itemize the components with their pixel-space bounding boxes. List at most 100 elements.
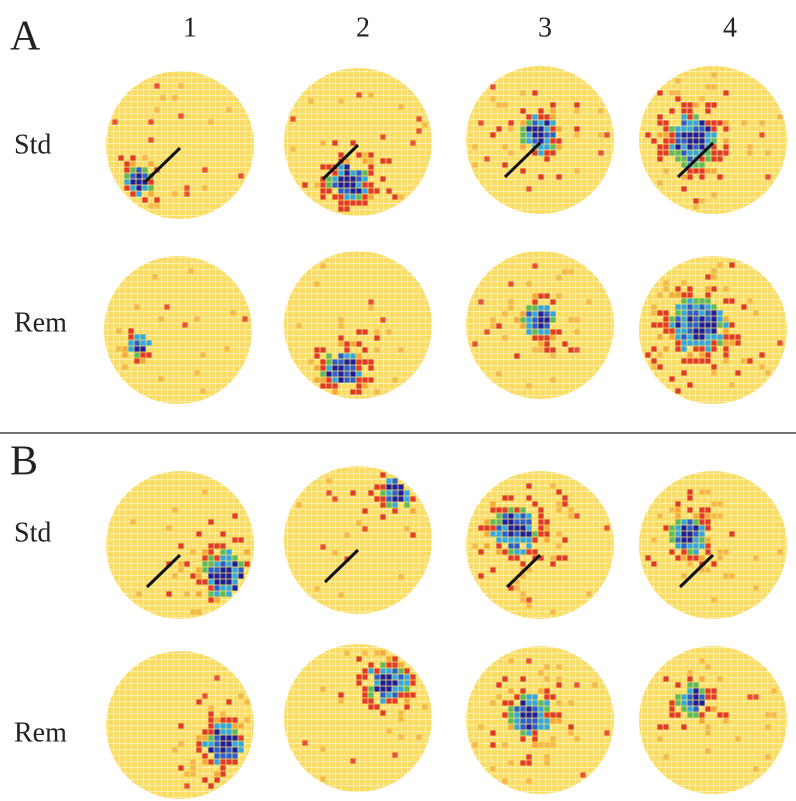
map-cell	[208, 591, 214, 597]
map-cell	[380, 692, 386, 698]
map-cell	[332, 383, 338, 389]
map-cell	[753, 555, 759, 561]
map-cell	[202, 489, 208, 495]
map-cell	[663, 144, 669, 150]
map-cell	[663, 754, 669, 760]
map-cell	[532, 718, 538, 724]
map-cell	[532, 150, 538, 156]
map-cell	[496, 513, 502, 519]
map-cell	[663, 328, 669, 334]
map-cell	[747, 150, 753, 156]
map-cell	[675, 507, 681, 513]
map-cell	[687, 706, 693, 712]
map-cell	[687, 174, 693, 180]
map-cell	[200, 388, 206, 394]
map-cell	[142, 155, 148, 161]
map-cell	[777, 549, 783, 555]
map-cell	[568, 730, 574, 736]
map-cell	[214, 573, 220, 579]
map-cell	[645, 352, 651, 358]
map-cell	[717, 513, 723, 519]
map-cell	[681, 537, 687, 543]
map-cell	[496, 102, 502, 108]
map-cell	[723, 328, 729, 334]
map-cell	[544, 293, 550, 299]
map-cell	[508, 150, 514, 156]
map-cell	[338, 341, 344, 347]
rate-map	[639, 256, 787, 404]
map-cell	[362, 158, 368, 164]
map-cell	[675, 304, 681, 310]
map-cell	[651, 537, 657, 543]
map-cell	[711, 150, 717, 156]
map-cell	[146, 340, 152, 346]
map-cell	[490, 96, 496, 102]
map-cell	[122, 352, 128, 358]
map-cell	[226, 561, 232, 567]
map-cell	[669, 322, 675, 328]
map-cell	[374, 686, 380, 692]
map-cell	[356, 365, 362, 371]
map-cell	[681, 531, 687, 537]
map-cell	[356, 656, 362, 662]
map-cell	[238, 735, 244, 741]
map-cell	[550, 353, 556, 359]
map-cell	[550, 108, 556, 114]
map-cell	[214, 723, 220, 729]
map-cell	[699, 676, 705, 682]
rate-map	[639, 471, 787, 619]
map-cell	[550, 718, 556, 724]
map-cell	[374, 329, 380, 335]
map-cell	[350, 758, 356, 764]
map-cell	[675, 694, 681, 700]
map-cell	[747, 694, 753, 700]
map-cell	[693, 531, 699, 537]
map-cell	[508, 724, 514, 730]
map-cell	[681, 316, 687, 322]
map-cell	[226, 549, 232, 555]
map-cell	[356, 92, 362, 98]
map-cell	[699, 138, 705, 144]
map-cell	[130, 155, 136, 161]
map-cell	[314, 182, 320, 188]
map-cell	[550, 317, 556, 323]
map-cell	[392, 478, 398, 484]
map-cell	[520, 561, 526, 567]
map-cell	[574, 126, 580, 132]
map-cell	[741, 358, 747, 364]
map-cell	[386, 728, 392, 734]
map-cell	[338, 692, 344, 698]
map-cell	[368, 698, 374, 704]
map-cell	[538, 341, 544, 347]
map-cell	[556, 555, 562, 561]
map-cell	[196, 735, 202, 741]
map-cell	[202, 777, 208, 783]
map-cell	[350, 200, 356, 206]
map-cell	[338, 206, 344, 212]
map-cell	[520, 317, 526, 323]
map-cell	[669, 144, 675, 150]
map-cell	[693, 298, 699, 304]
map-cell	[562, 555, 568, 561]
map-cell	[202, 729, 208, 735]
map-cell	[160, 95, 166, 101]
map-cell	[220, 573, 226, 579]
map-cell	[693, 120, 699, 126]
map-cell	[693, 168, 699, 174]
map-cell	[344, 182, 350, 188]
map-cell	[705, 316, 711, 322]
map-cell	[410, 140, 416, 146]
map-cell	[134, 334, 140, 340]
map-cell	[657, 352, 663, 358]
map-cell	[208, 579, 214, 585]
map-cell	[687, 712, 693, 718]
map-cell	[687, 537, 693, 543]
map-cell	[556, 712, 562, 718]
map-cell	[320, 746, 326, 752]
map-cell	[380, 668, 386, 674]
map-cell	[538, 293, 544, 299]
column-header: 1	[183, 12, 197, 43]
arena	[284, 466, 432, 614]
map-cell	[687, 495, 693, 501]
map-cell	[711, 370, 717, 376]
